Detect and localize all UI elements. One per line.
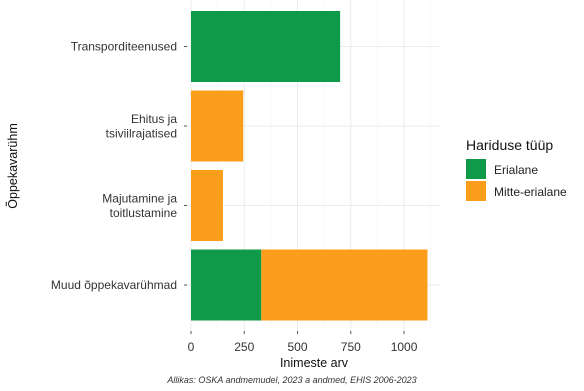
x-tick-label: 0 [188, 340, 195, 354]
x-tick-label: 250 [234, 340, 254, 354]
legend-swatch-mitte-erialane [466, 181, 486, 201]
bar-mitte-erialane [191, 170, 223, 241]
caption: Allikas: OSKA andmemudel, 2023 a andmed,… [167, 375, 417, 385]
legend-title: Hariduse tüüp [466, 137, 553, 153]
legend-label-mitte-erialane: Mitte-erialane [494, 185, 567, 199]
x-tick-label: 750 [341, 340, 361, 354]
legend: Hariduse tüüp Erialane Mitte-erialane [466, 137, 567, 201]
bar-erialane [191, 11, 341, 82]
bar-mitte-erialane [191, 90, 244, 162]
bar-mitte-erialane [261, 249, 428, 321]
x-axis-ticks: 0 250 500 750 1000 [188, 331, 418, 354]
x-tick-label: 1000 [391, 340, 418, 354]
y-tick-label: Ehitus ja [131, 112, 177, 126]
legend-label-erialane: Erialane [494, 163, 538, 177]
y-tick-label: toitlustamine [110, 206, 178, 220]
legend-swatch-erialane [466, 159, 486, 179]
y-axis-title: Õppekavarühm [5, 123, 20, 208]
bars [191, 11, 428, 321]
y-tick-label: tsiviilrajatised [106, 126, 177, 140]
x-axis-title: Inimeste arv [280, 356, 349, 370]
y-axis-ticks: Transporditeenused Ehitus jatsiviilrajati… [51, 40, 187, 292]
y-tick-label: Muud õppekavarühmad [51, 278, 177, 292]
x-tick-label: 500 [288, 340, 308, 354]
bar-erialane [191, 249, 262, 321]
y-tick-label: Majutamine ja [102, 191, 177, 205]
y-tick-label: Transporditeenused [71, 40, 177, 54]
